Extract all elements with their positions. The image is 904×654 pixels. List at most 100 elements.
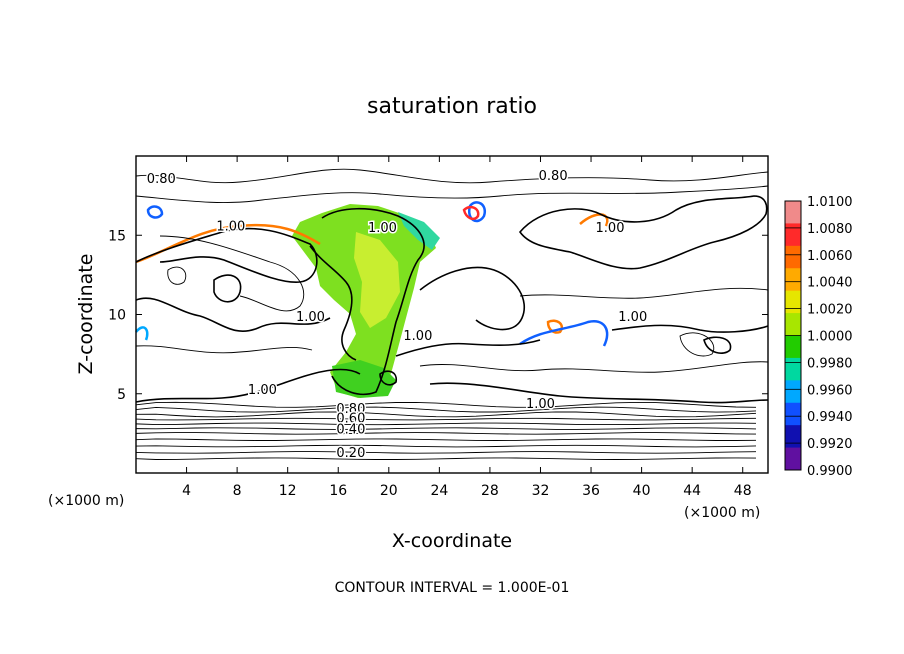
contour-label: 0.80 [336,402,365,417]
y-tick-label: 15 [108,228,126,244]
contour-0-80-top [135,168,769,184]
thin-contour-lines [135,168,769,373]
stratified-contour-line [135,438,757,441]
colorbar-swatch [785,223,801,247]
fringe-contour-blue-right [519,319,609,347]
stratified-contour-line [135,432,757,435]
contour-0-90-lower-mid [419,361,769,373]
contour-1-00-bottom-left [135,368,361,403]
stratified-contour-line [135,427,757,430]
colorbar-swatch [785,290,801,314]
x-tick-label: 24 [430,483,448,499]
contour-interval-note: CONTOUR INTERVAL = 1.000E-01 [335,580,570,596]
contour-0-90-mid-left [135,345,313,354]
y-axis-label: Z-coordinate [75,254,97,375]
colorbar-swatch [785,380,801,404]
stratified-contour-line [135,417,757,421]
y-tick-label: 5 [117,387,126,403]
x-units-left: (×1000 m) [48,493,124,509]
contour-1-00-lower-right [611,324,769,333]
contour-label: 1.00 [296,310,325,325]
contour-label: 0.20 [336,446,365,461]
stratified-contour-line [135,457,757,460]
x-units-right: (×1000 m) [684,505,760,521]
colorbar-swatch [785,268,801,292]
fringe-contour-blue-left [146,205,164,219]
fringe-contour-blue [467,201,487,223]
contour-cell-left [213,274,242,303]
plot-area: 0.80 0.80 1.00 1.00 1.00 1.00 1.00 1.00 1.00 1.00… [135,155,769,474]
contour-label: 0.80 [147,172,176,187]
contour-cell-small [379,370,398,386]
contour-cell-top-right [679,332,715,357]
contour-labels: 0.80 0.80 1.00 1.00 1.00 1.00 1.00 1.00 1.00 1.00… [145,167,648,462]
colorbar-label: 1.0080 [807,222,853,237]
contour-1-00-mid-right [419,266,526,331]
x-tick-label: 4 [182,483,191,499]
contour-core-inner [309,245,357,361]
fringe-contour-cyan-left [135,326,149,341]
contour-label: 1.00 [368,221,397,236]
colorbar-label: 0.9980 [807,356,853,371]
contour-0-90-mid-right [519,287,769,299]
colorbar-swatch [785,425,801,449]
contour-1-00-lower-mid [395,339,541,357]
stratified-contour-line [135,401,757,408]
stratified-contour-line [135,451,757,454]
colorbar-label: 0.9960 [807,383,853,398]
fringe-contour-red [462,205,480,221]
contour-1-00-bottom-right [429,382,769,404]
contour-label: 1.00 [248,383,277,398]
contour-label: 0.40 [336,422,365,437]
x-tick-label: 28 [481,483,499,499]
contour-core-outline [321,207,425,396]
x-axis: 4 8 12 16 20 24 28 32 36 40 44 48 [182,156,752,499]
colorbar: 1.0100 1.0080 1.0060 1.0040 1.0020 1.0000 0.99… [784,195,853,479]
y-tick-label: 10 [108,308,126,324]
stratified-contour-line [135,411,757,418]
colorbar-swatch [785,357,801,381]
contour-label: 1.00 [618,310,647,325]
colorbar-label: 1.0040 [807,276,853,291]
y-axis: 5 10 15 [108,228,768,403]
fringe-contour-orange-right [546,319,564,334]
colorbar-label: 1.0100 [807,195,853,210]
contour-lines [135,195,769,404]
contour-0-90-upper-mid [159,235,305,312]
x-tick-label: 16 [329,483,347,499]
colorbar-swatch [785,447,801,471]
colorbar-label: 1.0060 [807,249,853,264]
x-tick-label: 20 [380,483,398,499]
chart-title: saturation ratio [367,94,537,119]
x-tick-label: 44 [683,483,701,499]
x-tick-label: 8 [233,483,242,499]
contour-label: 1.00 [216,219,245,234]
colorbar-swatch [785,313,801,336]
x-axis-label: X-coordinate [392,530,512,552]
cloud-core-highlight [354,232,400,328]
contour-label: 0.60 [336,411,365,426]
contour-1-00-upper-left [135,227,318,283]
contour-label: 1.00 [526,397,555,412]
x-tick-label: 12 [279,483,297,499]
plot-background [136,156,768,473]
colorbar-swatch [785,245,801,269]
x-tick-label: 48 [734,483,752,499]
stratified-contour-line [135,422,757,426]
contour-cell-right [703,336,732,354]
colorbar-swatch [785,402,801,426]
stratified-contour-line [135,444,757,448]
stratified-contours [135,401,757,460]
colorbar-swatch [785,201,801,224]
colorbar-label: 1.0020 [807,303,853,318]
colorbar-label: 0.9900 [807,464,853,479]
colorbar-label: 0.9920 [807,437,853,452]
contour-1-00-upper-right [518,195,768,270]
contour-label: 1.00 [403,329,432,344]
contour-label: 1.00 [596,221,625,236]
colorbar-swatch [785,335,801,359]
x-tick-label: 32 [532,483,550,499]
x-tick-label: 40 [633,483,651,499]
contour-cell-top-left [167,266,187,285]
